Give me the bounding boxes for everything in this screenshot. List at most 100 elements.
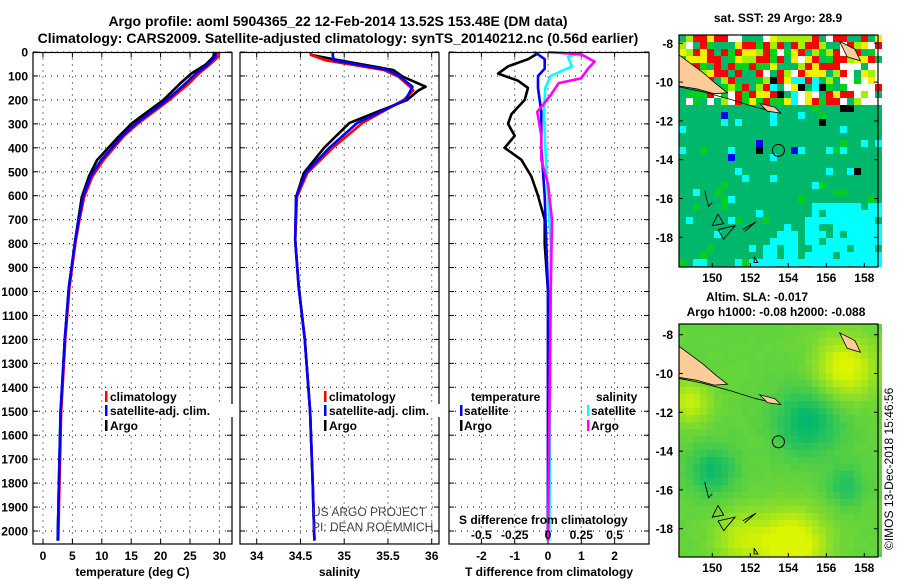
sst-pixel <box>805 154 812 161</box>
sst-pixel <box>826 168 833 175</box>
depth-tick-label: 1800 <box>1 477 28 491</box>
sst-pixel <box>714 238 721 245</box>
sst-pixel <box>679 231 686 238</box>
sla-pixel <box>735 415 742 422</box>
sla-pixel <box>679 429 686 436</box>
sla-pixel <box>791 394 798 401</box>
sla-pixel <box>826 387 833 394</box>
sla-pixel <box>707 464 714 471</box>
sst-pixel <box>679 217 686 224</box>
sla-pixel <box>784 338 791 345</box>
sst-pixel <box>833 98 840 105</box>
sst-pixel <box>777 70 784 77</box>
sst-pixel <box>721 42 728 49</box>
sla-pixel <box>693 331 700 338</box>
sst-pixel <box>707 168 714 175</box>
sst-pixel <box>693 56 700 63</box>
sst-pixel <box>700 35 707 42</box>
legend-background <box>328 419 354 432</box>
sla-pixel <box>735 345 742 352</box>
sla-pixel <box>791 464 798 471</box>
sla-pixel <box>721 485 728 492</box>
sst-pixel <box>693 161 700 168</box>
float-position-marker <box>771 143 785 157</box>
sla-pixel <box>728 408 735 415</box>
sst-pixel <box>805 63 812 70</box>
sla-pixel <box>840 548 847 555</box>
sla-pixel <box>756 443 763 450</box>
sla-pixel <box>735 422 742 429</box>
sst-pixel <box>798 105 805 112</box>
sst-pixel <box>847 217 854 224</box>
sla-pixel <box>840 359 847 366</box>
sla-pixel <box>812 499 819 506</box>
sst-pixel <box>707 70 714 77</box>
sla-pixel <box>833 527 840 534</box>
sla-pixel <box>833 492 840 499</box>
sla-pixel <box>840 506 847 513</box>
sst-pixel <box>791 189 798 196</box>
sla-pixel <box>763 485 770 492</box>
sst-pixel <box>826 77 833 84</box>
sla-pixel <box>805 485 812 492</box>
sla-pixel <box>721 443 728 450</box>
sla-pixel <box>861 534 868 541</box>
sst-pixel <box>805 238 812 245</box>
sla-pixel <box>728 401 735 408</box>
sst-pixel <box>749 196 756 203</box>
sla-pixel <box>707 499 714 506</box>
sla-pixel <box>791 359 798 366</box>
sla-pixel <box>721 541 728 548</box>
sla-pixel <box>763 513 770 520</box>
sla-pixel <box>679 380 686 387</box>
depth-tick-label: 1400 <box>1 381 28 395</box>
sst-pixel <box>826 203 833 210</box>
sst-pixel <box>679 133 686 140</box>
sla-pixel <box>728 485 735 492</box>
sla-pixel <box>840 422 847 429</box>
sla-pixel <box>819 527 826 534</box>
sst-pixel <box>742 147 749 154</box>
sst-pixel <box>728 161 735 168</box>
credit-pi: PI: DEAN ROEMMICH <box>312 520 433 534</box>
sst-pixel <box>805 182 812 189</box>
sla-pixel <box>714 457 721 464</box>
sst-pixel <box>791 175 798 182</box>
sst-pixel <box>791 42 798 49</box>
sst-pixel <box>812 98 819 105</box>
lat-tick-label: -16 <box>656 192 674 206</box>
sla-pixel <box>819 436 826 443</box>
sst-pixel <box>847 210 854 217</box>
s-tick-label: -0.25 <box>501 528 529 542</box>
sla-pixel <box>819 520 826 527</box>
sla-pixel <box>784 520 791 527</box>
sla-pixel <box>721 394 728 401</box>
sla-pixel <box>847 464 854 471</box>
sla-pixel <box>707 555 714 557</box>
x-tick-label: 35.5 <box>376 549 400 563</box>
sst-pixel <box>833 231 840 238</box>
sla-pixel <box>777 450 784 457</box>
sla-pixel <box>819 478 826 485</box>
sst-pixel <box>840 168 847 175</box>
sla-pixel <box>742 541 749 548</box>
sla-pixel <box>700 464 707 471</box>
x-tick-label: 1 <box>578 549 585 563</box>
sst-pixel <box>805 77 812 84</box>
sst-pixel <box>861 126 868 133</box>
sst-pixel <box>812 238 819 245</box>
sst-pixel <box>805 168 812 175</box>
sla-pixel <box>756 457 763 464</box>
sla-pixel <box>756 380 763 387</box>
sst-pixel <box>749 161 756 168</box>
sla-pixel <box>770 408 777 415</box>
sst-pixel <box>784 112 791 119</box>
sla-pixel <box>854 457 861 464</box>
sla-pixel <box>686 450 693 457</box>
sst-pixel <box>756 203 763 210</box>
sst-pixel <box>686 217 693 224</box>
sla-pixel <box>784 324 791 331</box>
sst-pixel <box>819 42 826 49</box>
sst-pixel <box>791 245 798 252</box>
sst-pixel <box>700 133 707 140</box>
